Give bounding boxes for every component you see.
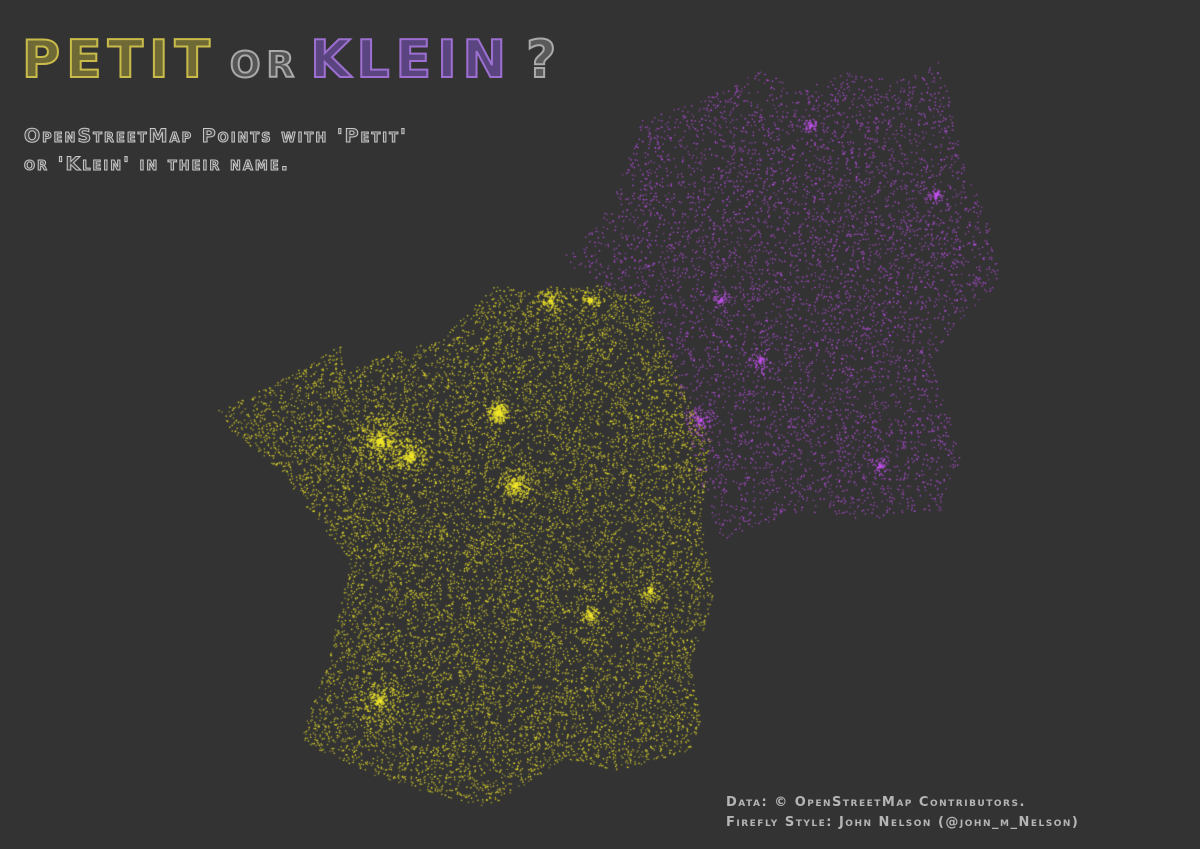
title-klein: KLEIN	[309, 29, 513, 91]
subtitle-line-1: OpenStreetMap Points with 'Petit'	[24, 125, 408, 148]
map-subtitle: OpenStreetMap Points with 'Petit' or 'Kl…	[24, 122, 408, 178]
style-credit: Firefly Style: John Nelson (@john_m_Nels…	[726, 815, 1080, 830]
subtitle-line-2: or 'Klein' in their name.	[24, 153, 290, 176]
credits: Data: © OpenStreetMap Contributors. Fire…	[726, 793, 1079, 833]
title-petit: PETIT	[21, 29, 216, 91]
title-question-mark: ?	[525, 29, 563, 91]
map-title: PETIT OR KLEIN?	[21, 29, 563, 91]
title-or: OR	[229, 44, 301, 87]
data-credit: Data: © OpenStreetMap Contributors.	[726, 795, 1026, 810]
